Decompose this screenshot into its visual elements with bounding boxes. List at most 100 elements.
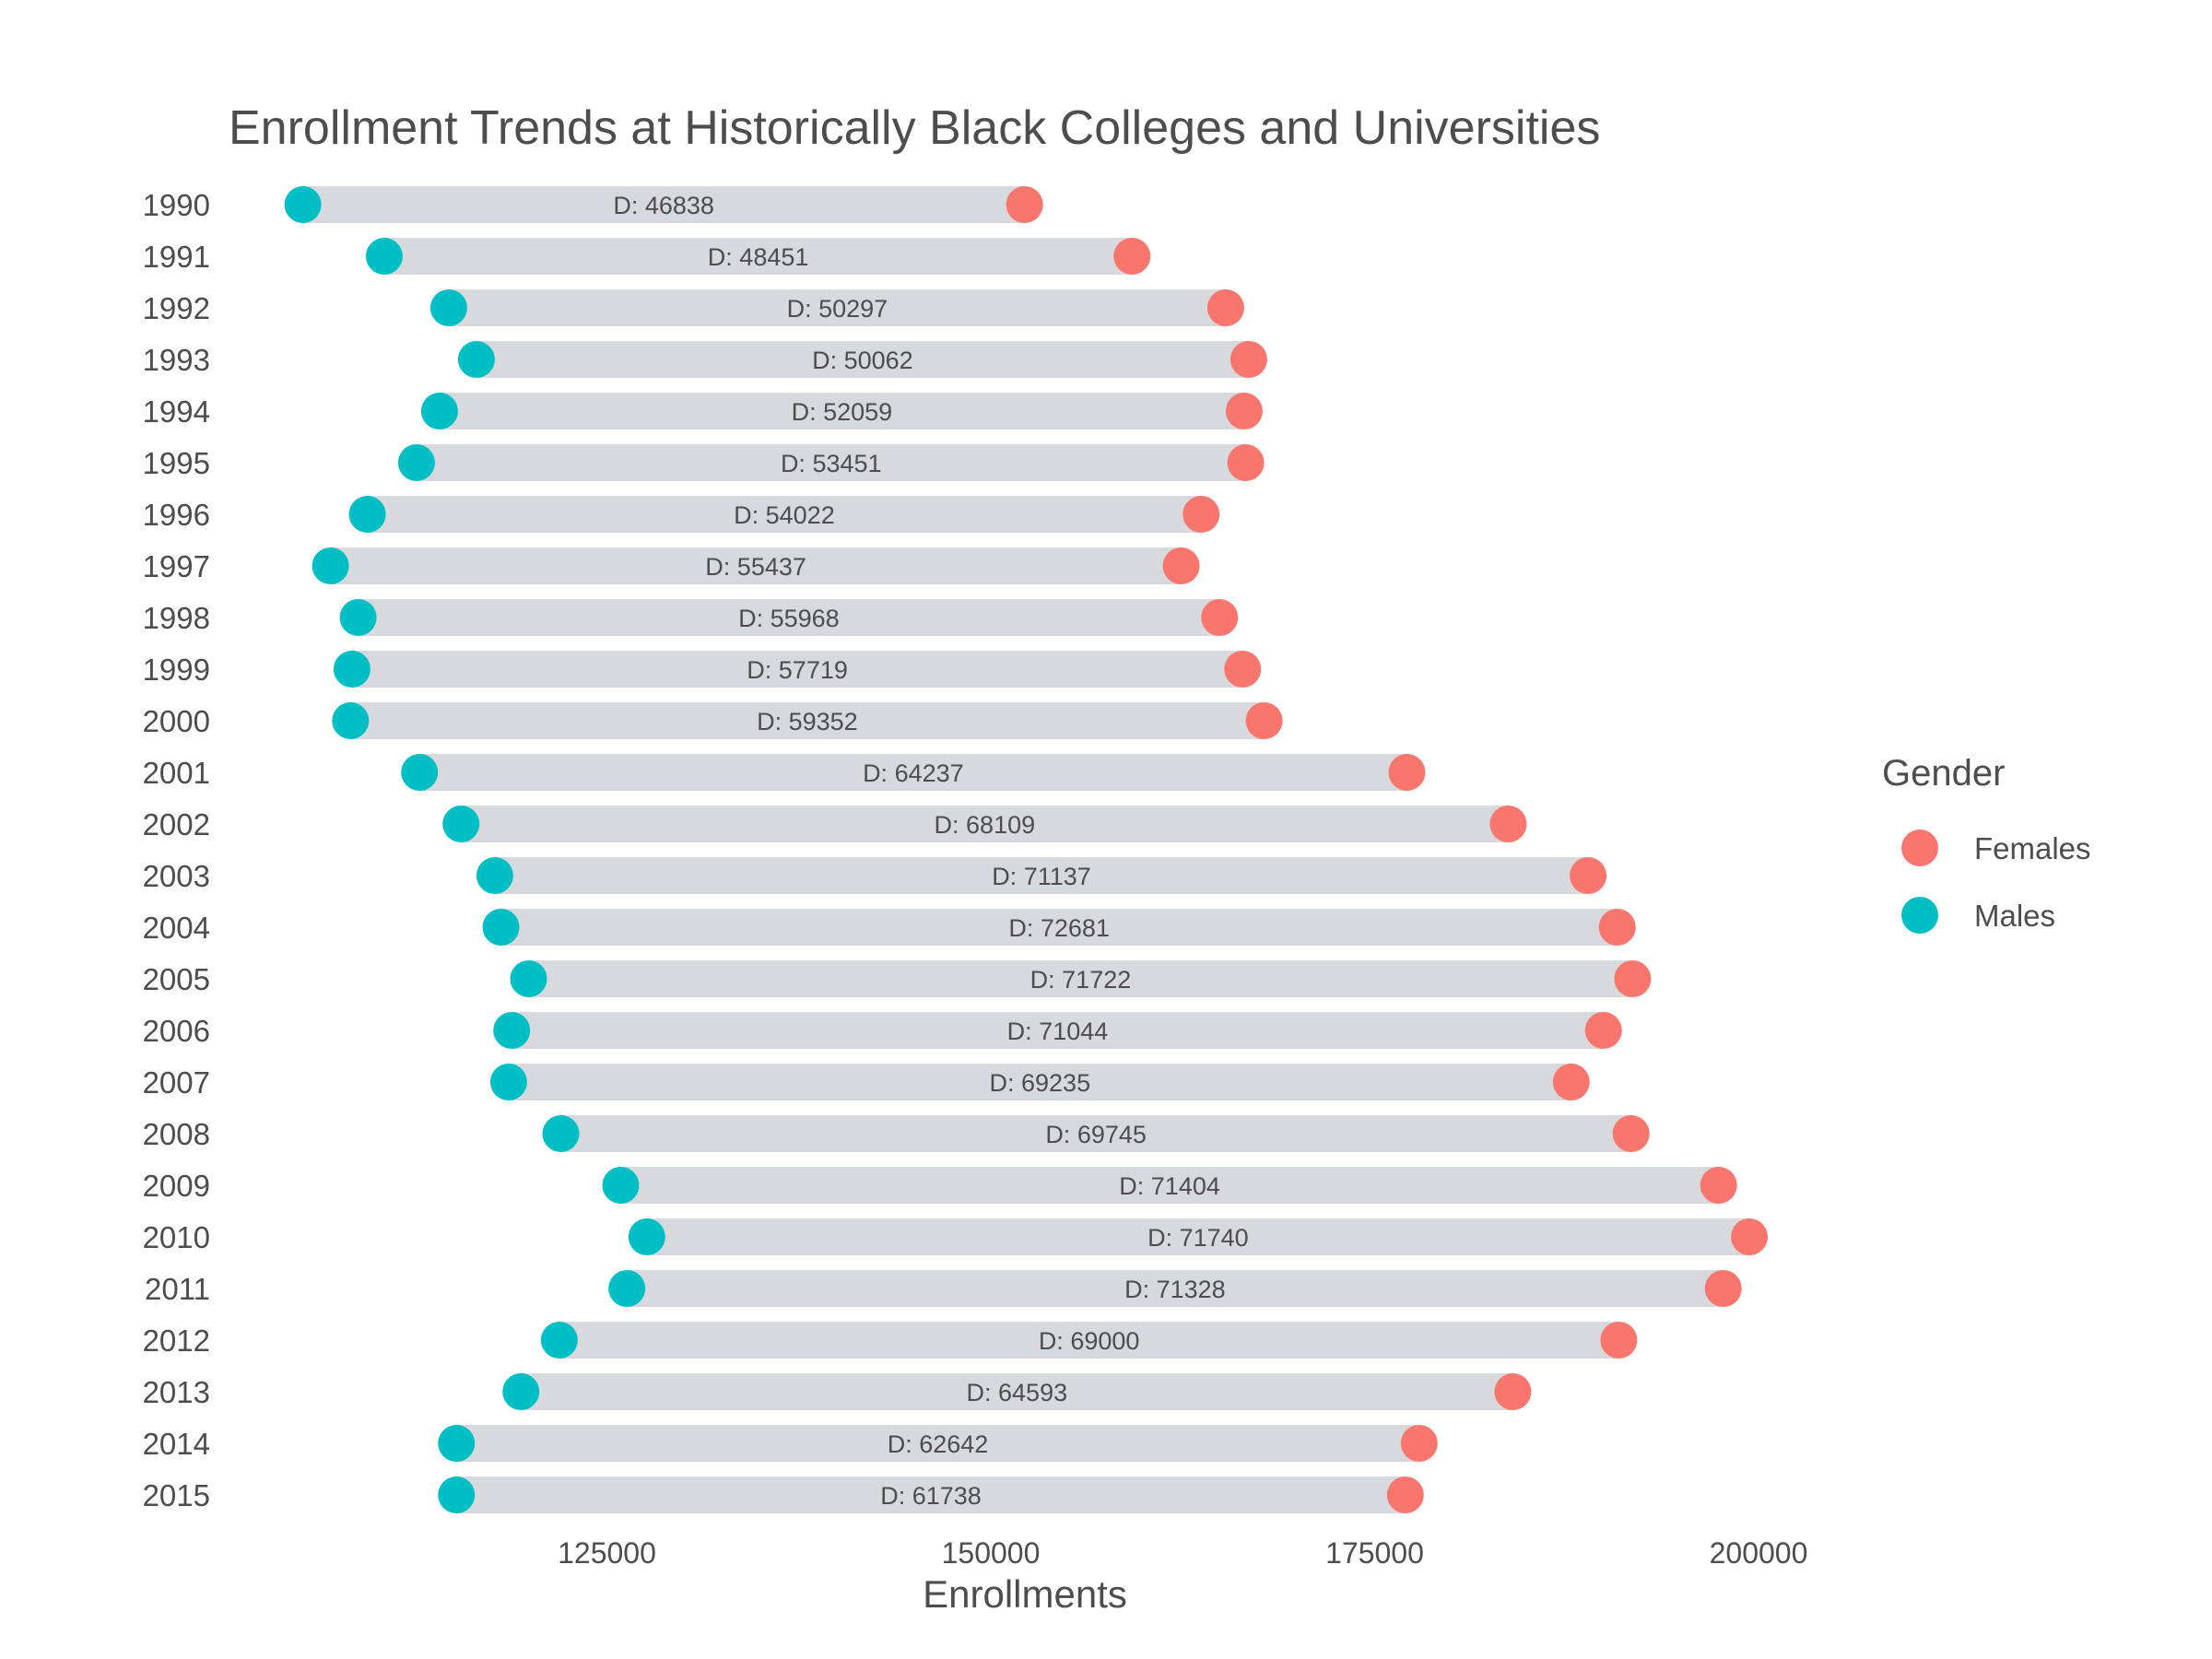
chart-title: Enrollment Trends at Historically Black … (229, 101, 1600, 155)
difference-label: D: 48451 (708, 243, 809, 271)
males-point (608, 1270, 646, 1307)
difference-label: D: 69000 (1039, 1327, 1140, 1355)
males-point (339, 599, 377, 636)
row-2003: 2003 D: 71137 (143, 857, 1607, 894)
row-2000: 2000 D: 59352 (143, 702, 1283, 739)
difference-label: D: 71328 (1124, 1276, 1226, 1303)
difference-bar (419, 754, 1407, 791)
males-point (420, 393, 458, 429)
difference-label: D: 61738 (880, 1482, 982, 1510)
x-tick-label: 200000 (1710, 1536, 1808, 1570)
y-tick-label: 2005 (143, 962, 210, 996)
row-2010: 2010 D: 71740 (143, 1218, 1769, 1255)
difference-label: D: 52059 (792, 398, 893, 426)
difference-label: D: 64593 (967, 1379, 1068, 1406)
difference-bar (627, 1270, 1724, 1307)
difference-label: D: 54022 (734, 501, 835, 529)
males-point (502, 1373, 540, 1410)
females-point (1006, 186, 1043, 223)
difference-bar (358, 599, 1220, 636)
row-2009: 2009 D: 71404 (143, 1167, 1737, 1204)
females-point (1201, 599, 1239, 636)
females-point (1225, 393, 1263, 429)
difference-label: D: 72681 (1008, 914, 1110, 942)
legend-items: Females Males (1901, 830, 2091, 934)
difference-label: D: 71722 (1030, 966, 1132, 994)
difference-bar (494, 857, 1589, 894)
row-1991: 1991 D: 48451 (143, 238, 1151, 275)
males-point (457, 341, 495, 378)
males-point (493, 1012, 531, 1049)
females-point (1584, 1012, 1622, 1049)
females-point (1245, 702, 1283, 739)
males-point (429, 289, 467, 326)
difference-label: D: 46838 (613, 192, 714, 219)
legend-label-males: Males (1974, 899, 2055, 933)
row-1996: 1996 D: 54022 (143, 496, 1220, 533)
females-point (1598, 909, 1636, 946)
y-tick-label: 2008 (143, 1117, 210, 1151)
y-tick-label: 2003 (143, 859, 210, 893)
difference-label: D: 64237 (863, 759, 964, 787)
row-1995: 1995 D: 53451 (143, 444, 1265, 481)
males-point (438, 1477, 476, 1513)
females-point (1113, 238, 1151, 275)
difference-bar (646, 1218, 1750, 1255)
males-point (312, 547, 349, 584)
difference-bar (456, 1425, 1419, 1462)
row-1994: 1994 D: 52059 (143, 393, 1263, 429)
y-tick-label: 1992 (143, 291, 210, 325)
y-tick-label: 2012 (143, 1324, 210, 1358)
legend: Gender Females Males (1882, 753, 2091, 934)
row-2015: 2015 D: 61738 (143, 1477, 1424, 1513)
difference-bar (351, 651, 1243, 688)
y-tick-label: 1991 (143, 240, 210, 274)
difference-label: D: 50297 (787, 295, 888, 323)
females-point (1182, 496, 1220, 533)
y-tick-label: 2006 (143, 1014, 210, 1048)
row-2004: 2004 D: 72681 (143, 909, 1636, 946)
difference-label: D: 69745 (1045, 1121, 1147, 1148)
males-point (602, 1167, 640, 1204)
y-tick-label: 2015 (143, 1478, 210, 1512)
legend-swatch-females (1901, 830, 1938, 866)
difference-bar (367, 496, 1202, 533)
row-2002: 2002 D: 68109 (143, 806, 1527, 842)
y-tick-label: 2001 (143, 756, 210, 790)
difference-label: D: 71044 (1007, 1018, 1109, 1045)
row-2014: 2014 D: 62642 (143, 1425, 1438, 1462)
females-point (1206, 289, 1244, 326)
row-2005: 2005 D: 71722 (143, 960, 1652, 997)
difference-bar (500, 909, 1618, 946)
y-tick-label: 2002 (143, 807, 210, 841)
difference-label: D: 50062 (812, 347, 913, 374)
difference-bar (512, 1012, 1604, 1049)
difference-label: D: 57719 (747, 656, 848, 684)
difference-bar (416, 444, 1246, 481)
males-point (540, 1322, 578, 1359)
females-point (1704, 1270, 1742, 1307)
y-tick-label: 1998 (143, 601, 210, 635)
x-axis-ticks: 125000 150000 175000 200000 (558, 1536, 1807, 1570)
difference-bar (508, 1064, 1571, 1100)
males-point (510, 960, 547, 997)
row-1992: 1992 D: 50297 (143, 289, 1244, 326)
y-tick-label: 2014 (143, 1427, 210, 1461)
row-2011: 2011 D: 71328 (145, 1270, 1742, 1307)
difference-label: D: 71404 (1119, 1172, 1220, 1200)
x-axis-label: Enrollments (923, 1572, 1127, 1616)
females-point (1489, 806, 1527, 842)
difference-label: D: 55437 (705, 553, 806, 581)
males-point (482, 909, 520, 946)
females-point (1614, 960, 1652, 997)
males-point (332, 702, 370, 739)
difference-bar (350, 702, 1265, 739)
males-point (438, 1425, 476, 1462)
difference-bar (461, 806, 1509, 842)
females-point (1400, 1425, 1438, 1462)
row-1999: 1999 D: 57719 (143, 651, 1262, 688)
row-2008: 2008 D: 69745 (143, 1115, 1650, 1152)
difference-bar (528, 960, 1633, 997)
males-point (365, 238, 403, 275)
